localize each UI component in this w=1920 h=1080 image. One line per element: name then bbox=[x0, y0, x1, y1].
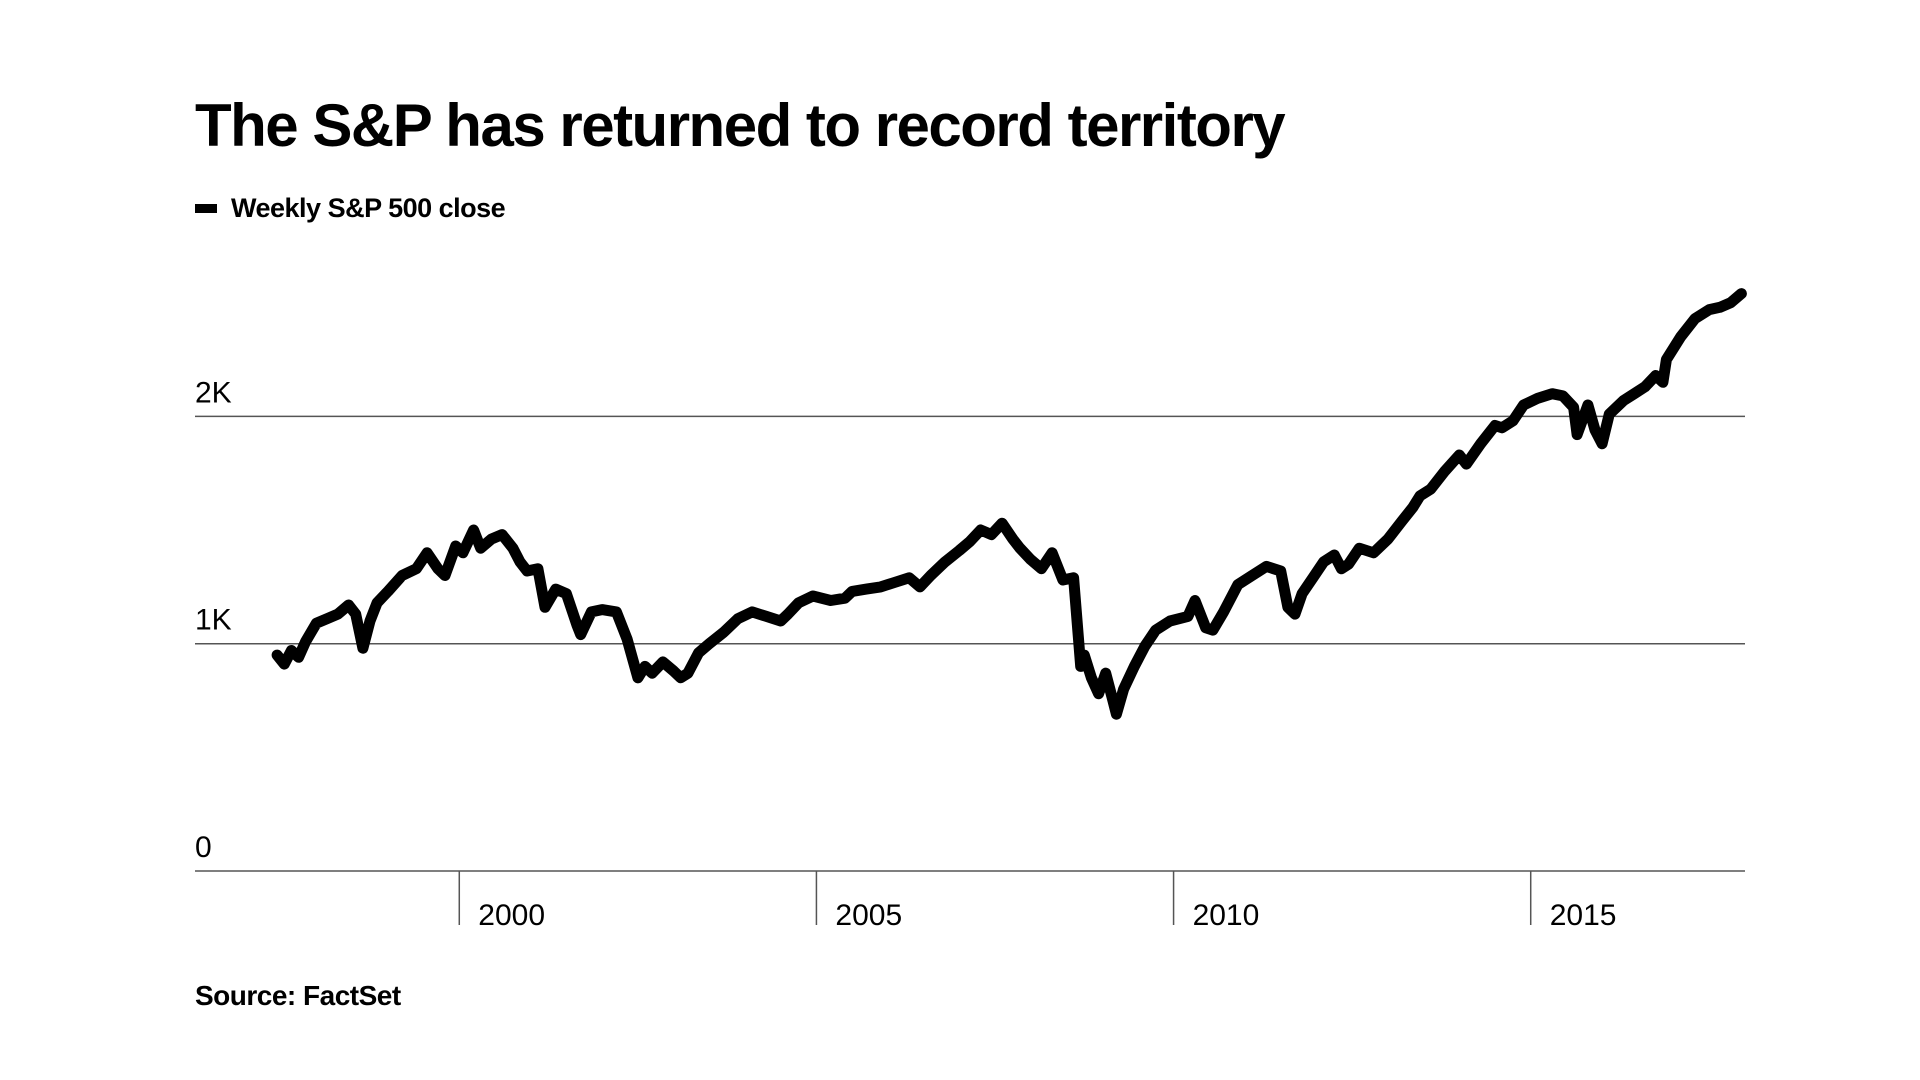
x-tick-label: 2010 bbox=[1193, 899, 1260, 932]
legend-label: Weekly S&P 500 close bbox=[231, 193, 506, 223]
x-tick-label: 2000 bbox=[478, 899, 545, 932]
source-note: Source: FactSet bbox=[195, 980, 401, 1011]
y-tick-label: 2K bbox=[195, 376, 232, 409]
chart-title: The S&P has returned to record territory bbox=[195, 92, 1286, 159]
x-tick-label: 2005 bbox=[835, 899, 902, 932]
legend: Weekly S&P 500 close bbox=[195, 193, 506, 224]
legend-swatch bbox=[195, 204, 217, 213]
series-line bbox=[271, 288, 1747, 720]
x-tick-label: 2015 bbox=[1550, 899, 1617, 932]
y-tick-label: 0 bbox=[195, 831, 212, 864]
y-tick-label: 1K bbox=[195, 604, 232, 637]
